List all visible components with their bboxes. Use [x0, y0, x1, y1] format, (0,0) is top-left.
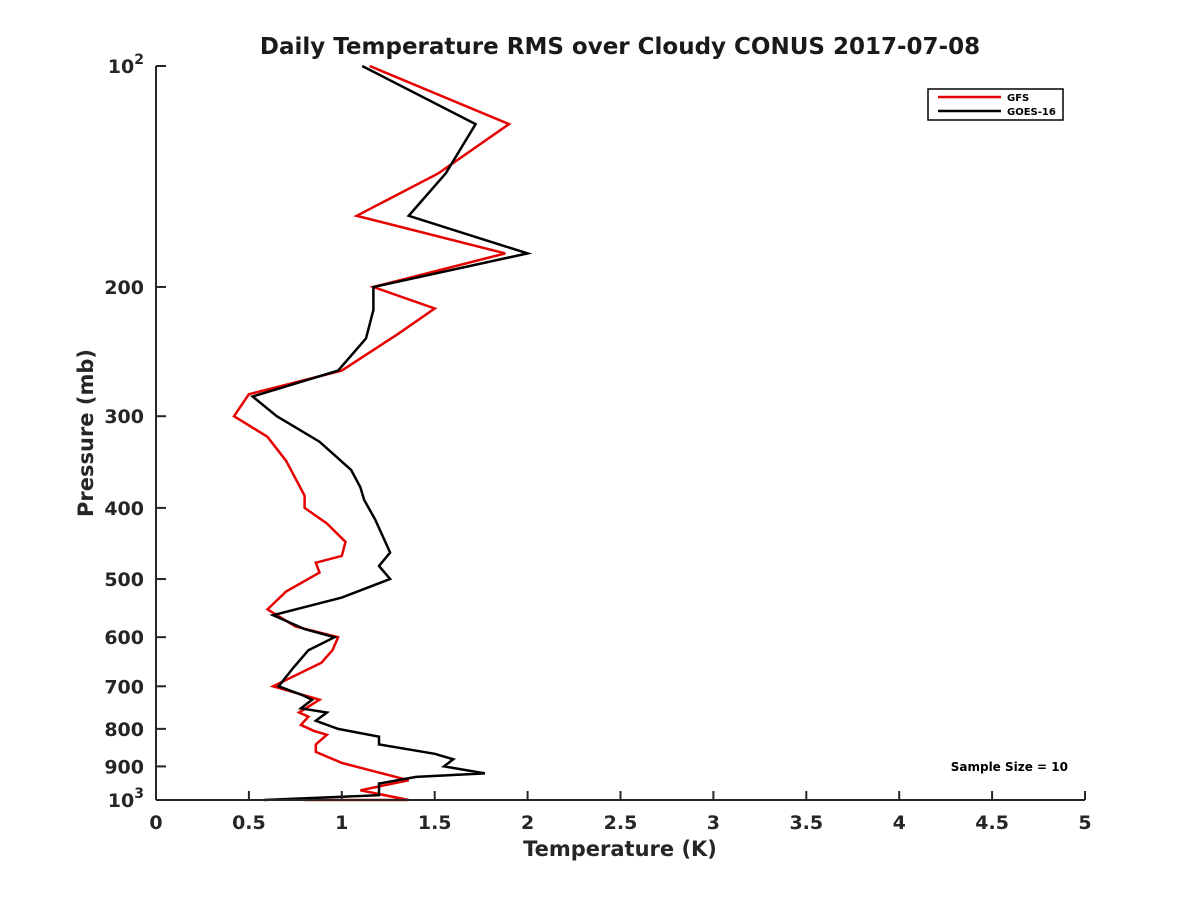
y-tick-label: 600	[104, 627, 144, 649]
chart-title: Daily Temperature RMS over Cloudy CONUS …	[260, 34, 980, 60]
legend: GFS GOES-16	[927, 88, 1064, 121]
y-tick-label: 900	[104, 756, 144, 778]
y-tick-label: 103	[108, 786, 144, 812]
x-tick-label: 3	[707, 812, 720, 834]
x-tick-label: 0	[149, 812, 162, 834]
y-tick-label: 700	[104, 676, 144, 698]
x-tick-label: 0.5	[232, 812, 266, 834]
y-tick-label: 800	[104, 719, 144, 741]
x-tick-label: 4.5	[975, 812, 1009, 834]
x-tick-label: 2.5	[604, 812, 638, 834]
series-line-gfs	[232, 64, 512, 802]
x-axis-label: Temperature (K)	[523, 837, 717, 861]
y-tick-label: 400	[104, 498, 144, 520]
x-tick-label: 5	[1078, 812, 1091, 834]
y-tick-label: 300	[104, 406, 144, 428]
y-tick-label: 500	[104, 569, 144, 591]
series-line-goes-16	[249, 64, 533, 802]
y-axis-label: Pressure (mb)	[74, 349, 98, 517]
y-tick-label: 200	[104, 277, 144, 299]
x-tick-label: 2	[521, 812, 534, 834]
legend-box	[927, 88, 1064, 121]
x-tick-label: 1	[335, 812, 348, 834]
plot-area: 0 0.5 1 1.5 2 2.5 3 3.5 4 4.5 5 102 200 300 400 500 600 7…	[104, 52, 1091, 834]
x-tick-label: 3.5	[789, 812, 823, 834]
x-tick-label: 1.5	[418, 812, 452, 834]
legend-label: GFS	[1007, 93, 1029, 104]
y-tick-label: 102	[108, 52, 144, 78]
legend-label: GOES-16	[1007, 107, 1056, 118]
x-tick-label: 4	[893, 812, 906, 834]
sample-size-annotation: Sample Size = 10	[951, 760, 1068, 774]
